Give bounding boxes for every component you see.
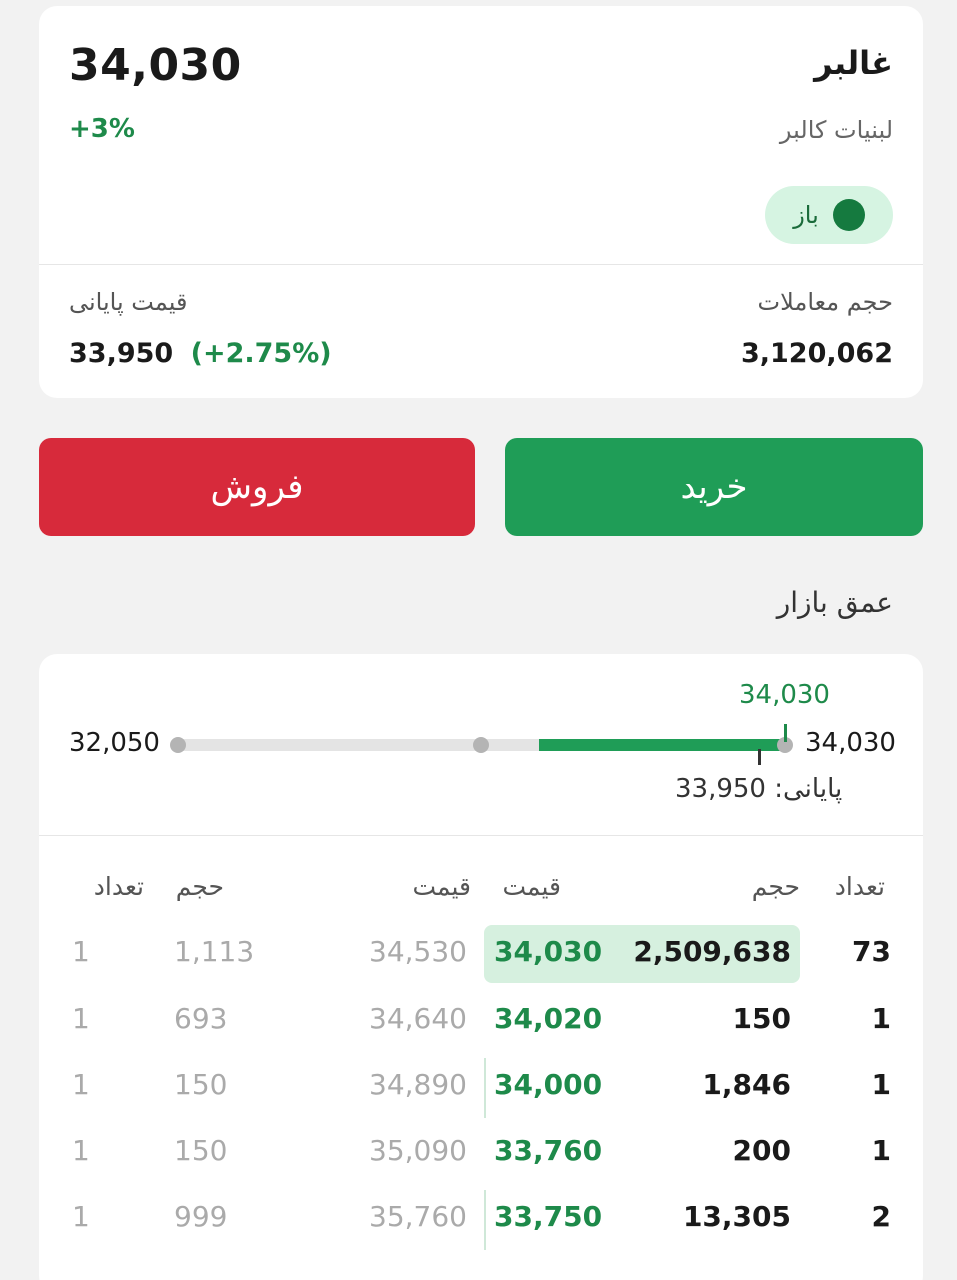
order-book-row[interactable]: 1 200 33,760 35,090 150 1 <box>39 1124 923 1184</box>
bid-price: 33,760 <box>494 1134 603 1167</box>
sell-button[interactable]: فروش <box>39 438 475 536</box>
ask-count: 1 <box>72 1200 90 1233</box>
header-ask-count: تعداد <box>93 872 144 901</box>
ask-volume: 1,113 <box>174 935 255 968</box>
bid-price: 34,020 <box>494 1002 603 1035</box>
range-min-value: 32,050 <box>69 728 160 758</box>
divider <box>39 835 923 836</box>
bid-count: 1 <box>871 1134 891 1167</box>
order-book-row[interactable]: 1 150 34,020 34,640 693 1 <box>39 992 923 1052</box>
ask-price: 35,090 <box>369 1134 467 1167</box>
ask-volume: 693 <box>174 1002 228 1035</box>
stock-symbol: غالبر <box>814 44 893 82</box>
buy-button[interactable]: خرید <box>505 438 923 536</box>
ask-count: 1 <box>72 935 90 968</box>
current-price-marker <box>784 724 787 742</box>
bid-price: 34,000 <box>494 1068 603 1101</box>
market-depth-card: 34,030 32,050 34,030 پایانی: 33,950 تعدا… <box>39 654 923 1280</box>
ask-volume: 150 <box>174 1134 228 1167</box>
bid-volume: 200 <box>732 1134 791 1167</box>
bid-volume: 13,305 <box>682 1200 791 1233</box>
bid-volume: 2,509,638 <box>633 935 791 968</box>
bid-volume: 150 <box>732 1002 791 1035</box>
divider <box>39 264 923 265</box>
ask-count: 1 <box>72 1002 90 1035</box>
order-book-row[interactable]: 1 1,846 34,000 34,890 150 1 <box>39 1058 923 1118</box>
order-book-row[interactable]: 2 13,305 33,750 35,760 999 1 <box>39 1190 923 1250</box>
ask-price: 35,760 <box>369 1200 467 1233</box>
close-price-marker <box>758 749 761 765</box>
market-status-badge: باز <box>765 186 893 244</box>
close-price-row: 33,950 (+2.75%) <box>69 338 332 369</box>
status-dot-icon <box>832 199 865 231</box>
market-depth-title: عمق بازار <box>776 586 893 619</box>
header-bid-volume: حجم <box>751 872 800 901</box>
status-text: باز <box>793 201 819 229</box>
bid-depth-bar <box>484 1058 486 1118</box>
range-current-value: 34,030 <box>739 680 830 710</box>
bid-price: 34,030 <box>494 935 603 968</box>
bid-count: 1 <box>871 1002 891 1035</box>
range-close-label: پایانی: 33,950 <box>675 774 843 804</box>
close-price-change: (+2.75%) <box>190 338 332 369</box>
bid-volume: 1,846 <box>702 1068 791 1101</box>
range-max-value: 34,030 <box>805 728 896 758</box>
range-min-dot <box>170 737 186 753</box>
bid-count: 73 <box>852 935 891 968</box>
range-mid-dot <box>473 737 489 753</box>
bid-count: 2 <box>871 1200 891 1233</box>
trade-volume-label: حجم معاملات <box>757 288 893 316</box>
ask-price: 34,640 <box>369 1002 467 1035</box>
ask-price: 34,530 <box>369 935 467 968</box>
stock-info-card: 34,030 +3% غالبر لبنیات کالبر باز حجم مع… <box>39 6 923 398</box>
range-max-dot <box>777 737 793 753</box>
ask-count: 1 <box>72 1134 90 1167</box>
price-change-percent: +3% <box>69 114 135 144</box>
trade-volume-value: 3,120,062 <box>740 338 893 369</box>
close-price-value: 33,950 <box>69 338 174 369</box>
bid-price: 33,750 <box>494 1200 603 1233</box>
company-name: لبنیات کالبر <box>779 116 893 144</box>
order-book-row[interactable]: 73 2,509,638 34,030 34,530 1,113 1 <box>39 925 923 985</box>
close-price-label: قیمت پایانی <box>69 288 188 316</box>
last-price: 34,030 <box>69 40 242 91</box>
ask-volume: 150 <box>174 1068 228 1101</box>
bid-count: 1 <box>871 1068 891 1101</box>
ask-volume: 999 <box>174 1200 228 1233</box>
header-bid-count: تعداد <box>834 872 885 901</box>
ask-price: 34,890 <box>369 1068 467 1101</box>
bid-depth-bar <box>484 1190 486 1250</box>
header-ask-volume: حجم <box>175 872 224 901</box>
header-bid-price: قیمت <box>502 872 562 901</box>
price-range-fill <box>539 739 785 751</box>
header-ask-price: قیمت <box>412 872 472 901</box>
ask-count: 1 <box>72 1068 90 1101</box>
best-bid-highlight <box>484 925 800 983</box>
